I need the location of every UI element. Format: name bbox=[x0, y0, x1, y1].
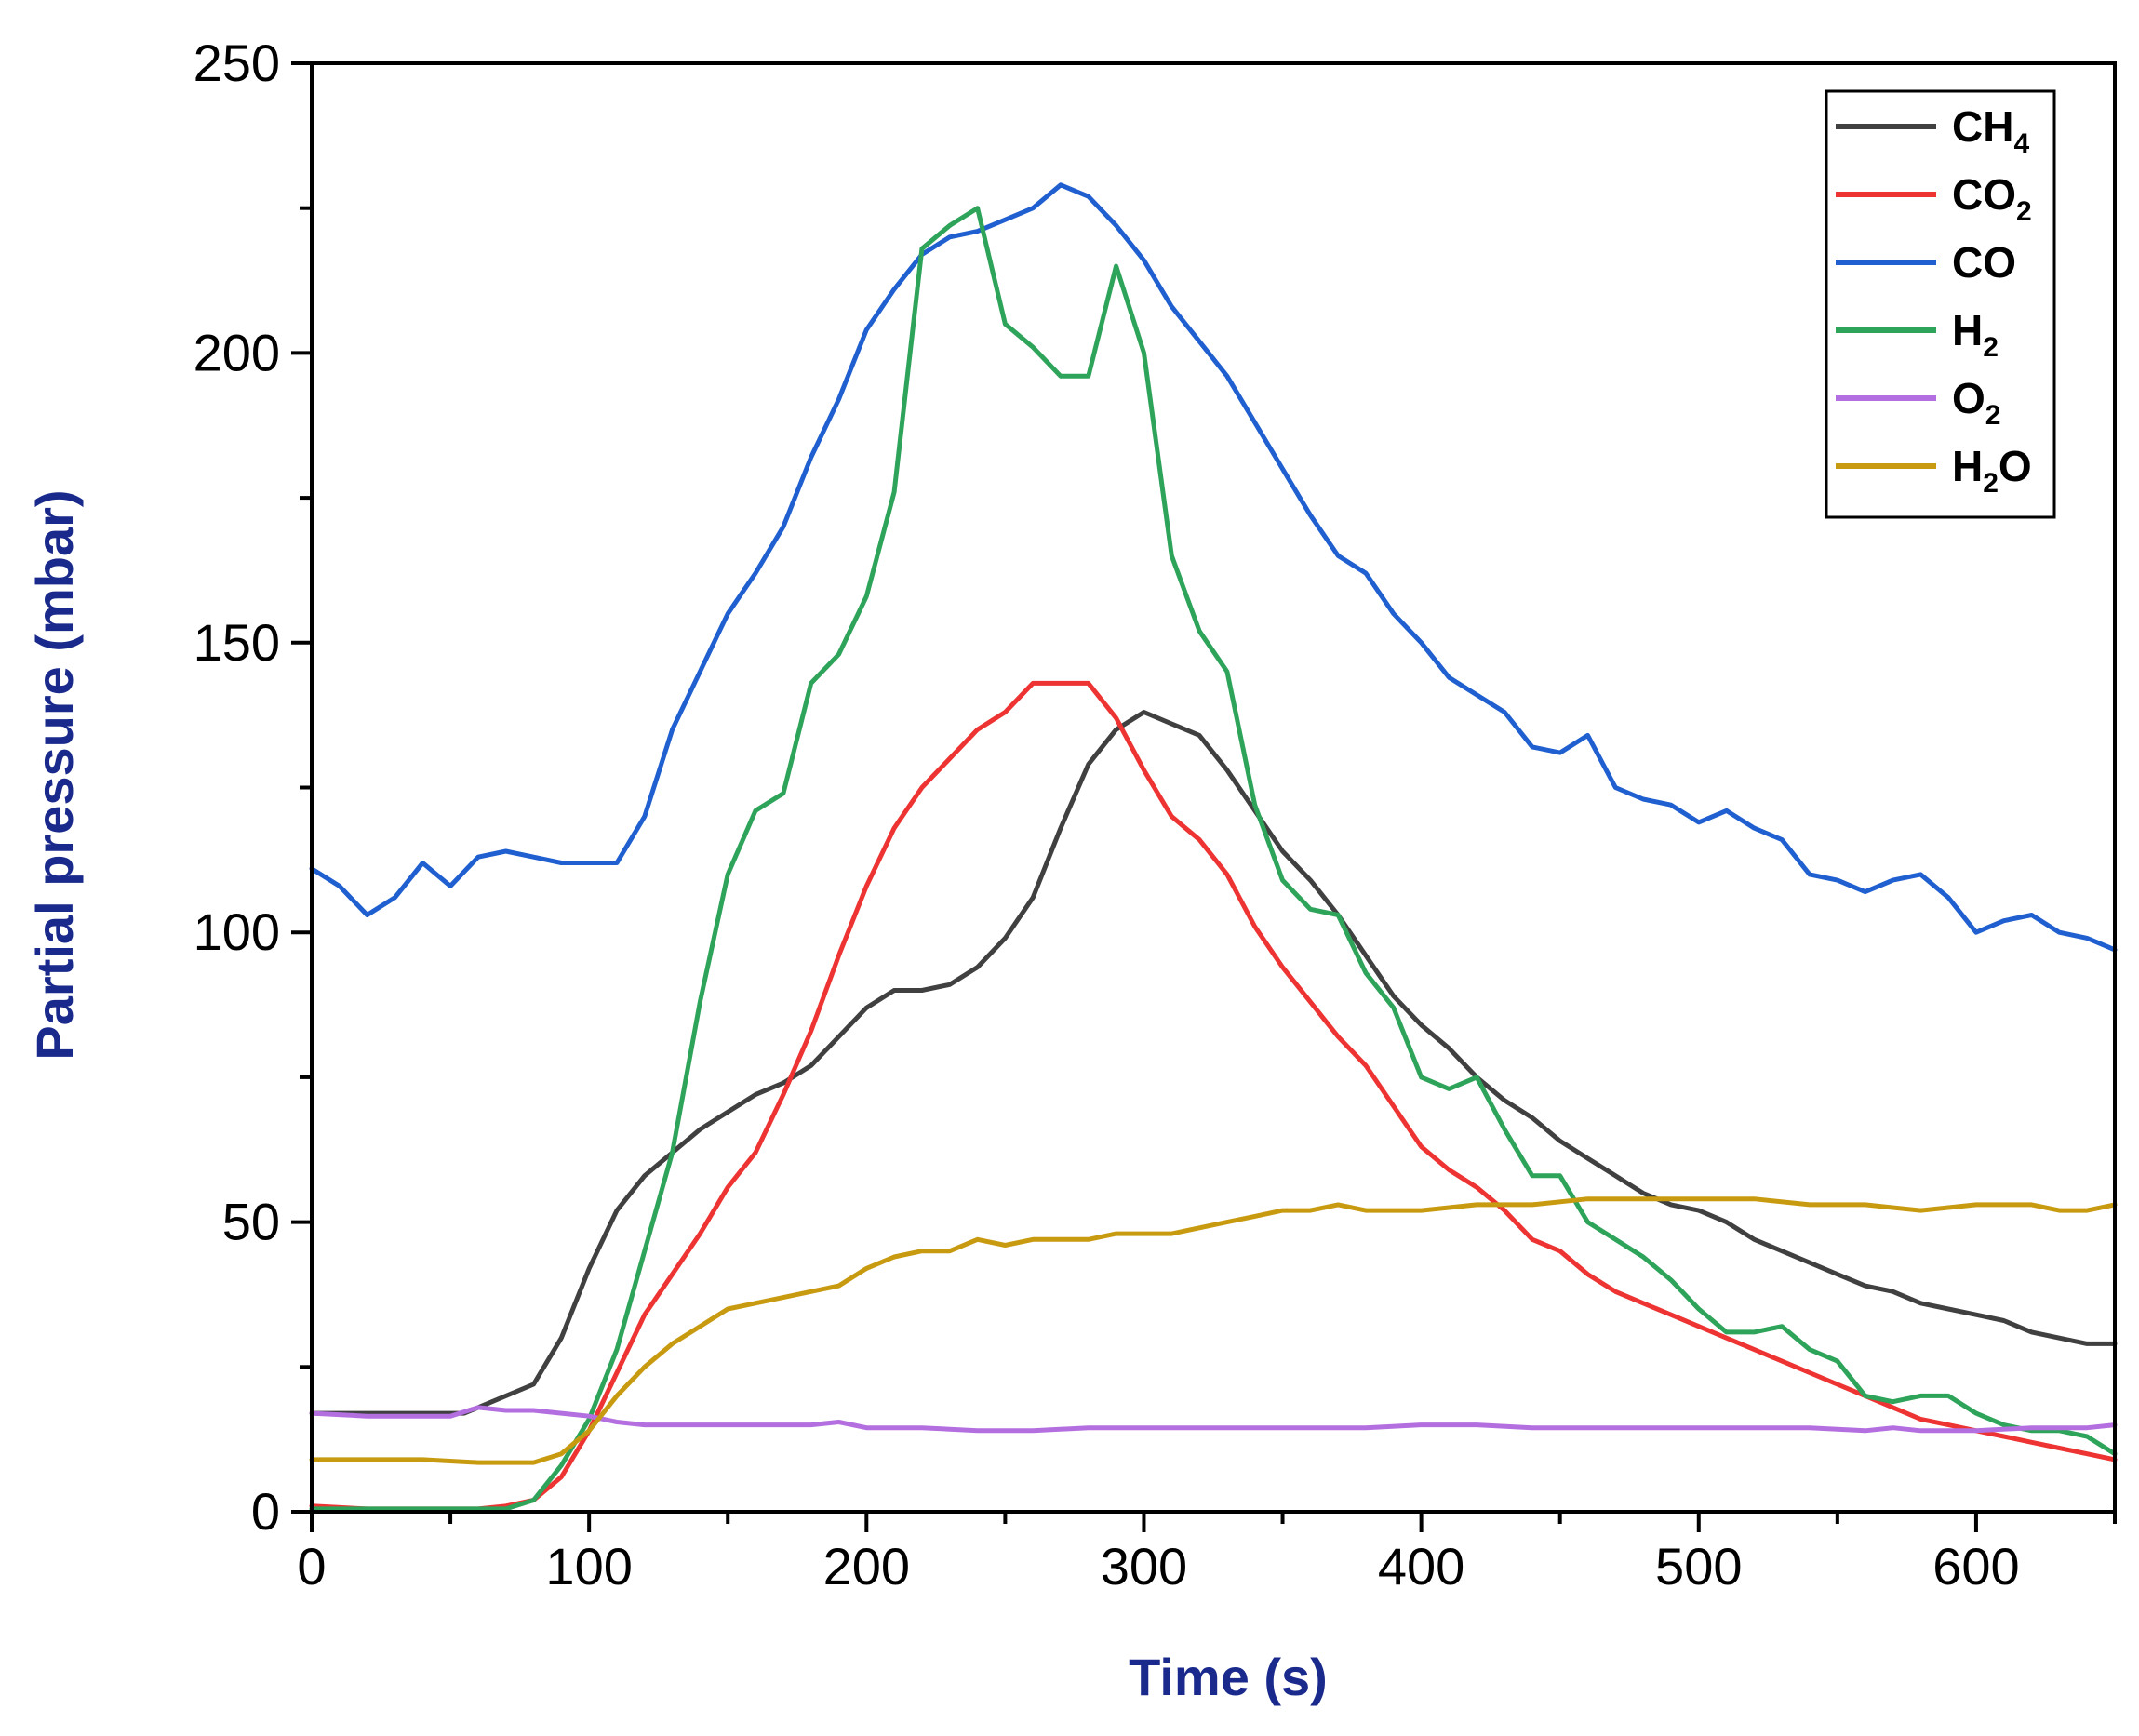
y-tick-label: 250 bbox=[194, 33, 280, 92]
legend-box bbox=[1825, 89, 2056, 519]
series-lines bbox=[309, 182, 2118, 1512]
x-tick-label: 200 bbox=[823, 1537, 910, 1596]
legend-label-co: CO bbox=[1952, 238, 2016, 287]
x-tick-label: 500 bbox=[1655, 1537, 1742, 1596]
series-line-o2 bbox=[309, 1405, 2118, 1434]
y-tick-label: 50 bbox=[222, 1193, 280, 1251]
series-line-ch4 bbox=[309, 710, 2118, 1416]
x-tick-label: 600 bbox=[1932, 1537, 2019, 1596]
x-tick-label: 100 bbox=[545, 1537, 632, 1596]
x-tick-label: 0 bbox=[297, 1537, 326, 1596]
legend-label-co2: CO2 bbox=[1952, 170, 2032, 227]
x-tick-label: 300 bbox=[1101, 1537, 1187, 1596]
legend-label-o2: O2 bbox=[1952, 374, 2000, 431]
y-tick-label: 200 bbox=[194, 323, 280, 381]
legend-label-ch4: CH4 bbox=[1952, 102, 2029, 159]
y-axis-title: Partial pressure (mbar) bbox=[25, 489, 84, 1060]
legend-label-h2: H2 bbox=[1952, 306, 1999, 363]
series-line-h2o bbox=[309, 1196, 2118, 1465]
x-tick-label: 400 bbox=[1378, 1537, 1464, 1596]
series-line-h2 bbox=[309, 206, 2118, 1512]
axes: 0 100 200 300 400 500 600 0 50 100 150 200 250 bbox=[194, 33, 2117, 1596]
y-tick-label: 150 bbox=[194, 613, 280, 672]
series-line-co2 bbox=[309, 680, 2118, 1512]
legend-label-h2o: H2O bbox=[1952, 442, 2032, 499]
x-axis-title: Time (s) bbox=[1129, 1648, 1328, 1706]
y-tick-label: 0 bbox=[251, 1482, 280, 1541]
series-line-co bbox=[309, 182, 2118, 953]
legend: CH4 CO2 CO H2 O2 H2O bbox=[1825, 89, 2056, 519]
y-tick-label: 100 bbox=[194, 902, 280, 961]
